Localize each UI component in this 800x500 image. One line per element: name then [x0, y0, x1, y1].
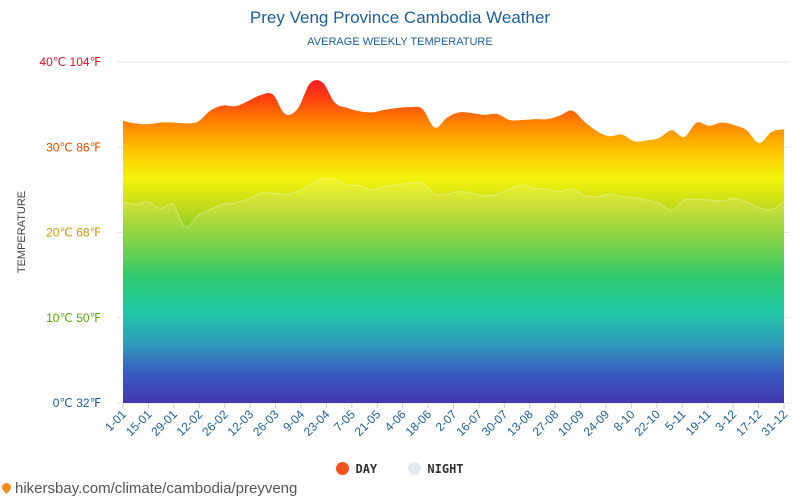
x-tick-label: 18-06	[403, 407, 435, 439]
legend-day-label: DAY	[355, 462, 378, 476]
x-tick-label: 12-02	[174, 407, 206, 439]
x-tick-label: 15-01	[123, 407, 155, 439]
x-tick-label: 13-08	[504, 407, 536, 439]
x-tick-label: 22-10	[631, 407, 663, 439]
day-legend-dot	[336, 462, 350, 475]
x-tick-label: 12-03	[225, 407, 257, 439]
night-temperature-line	[122, 177, 785, 229]
x-tick-label: 26-03	[250, 407, 282, 439]
night-legend-dot	[408, 462, 422, 475]
y-axis-ticks: 0℃ 32℉ 10℃ 50℉ 20℃ 68℉ 30℃ 86℉ 40℃ 104℉	[39, 55, 101, 410]
x-tick-label: 23-04	[301, 407, 333, 439]
legend-night-label: NIGHT	[427, 462, 464, 476]
y-tick-label: 30℃ 86℉	[46, 140, 101, 154]
chart-title: Prey Veng Province Cambodia Weather	[249, 8, 551, 27]
x-tick-label: 31-12	[759, 407, 791, 439]
source-link[interactable]: hikersbay.com/climate/cambodia/preyveng	[0, 480, 298, 497]
x-tick-label: 30-07	[479, 407, 511, 439]
map-pin-icon	[0, 481, 13, 494]
x-tick-label: 27-08	[530, 407, 562, 439]
x-tick-label: 21-05	[352, 407, 384, 439]
night-temperature-area	[123, 178, 784, 403]
chart-subtitle: AVERAGE WEEKLY TEMPERATURE	[307, 36, 493, 48]
legend-item-night[interactable]: NIGHT	[408, 462, 464, 476]
legend-item-day[interactable]: DAY	[336, 462, 377, 476]
y-tick-label: 10℃ 50℉	[46, 311, 101, 325]
legend: DAY NIGHT	[0, 462, 800, 476]
x-tick-label: 24-09	[581, 407, 613, 439]
day-temperature-area	[123, 80, 784, 403]
x-tick-label: 19-11	[683, 407, 714, 438]
x-tick-label: 29-01	[148, 407, 180, 439]
x-axis-ticks: 1-0115-0129-0112-0226-0212-0326-039-0423…	[102, 403, 790, 439]
x-tick-label: 16-07	[453, 407, 485, 439]
y-tick-label: 0℃ 32℉	[53, 396, 101, 410]
x-tick-label: 26-02	[199, 407, 231, 439]
y-tick-label: 20℃ 68℉	[46, 226, 101, 240]
source-link-text: hikersbay.com/climate/cambodia/preyveng	[15, 480, 298, 497]
x-tick-label: 10-09	[555, 407, 587, 439]
x-tick-label: 17-12	[733, 407, 765, 439]
y-tick-label: 40℃ 104℉	[39, 55, 101, 69]
